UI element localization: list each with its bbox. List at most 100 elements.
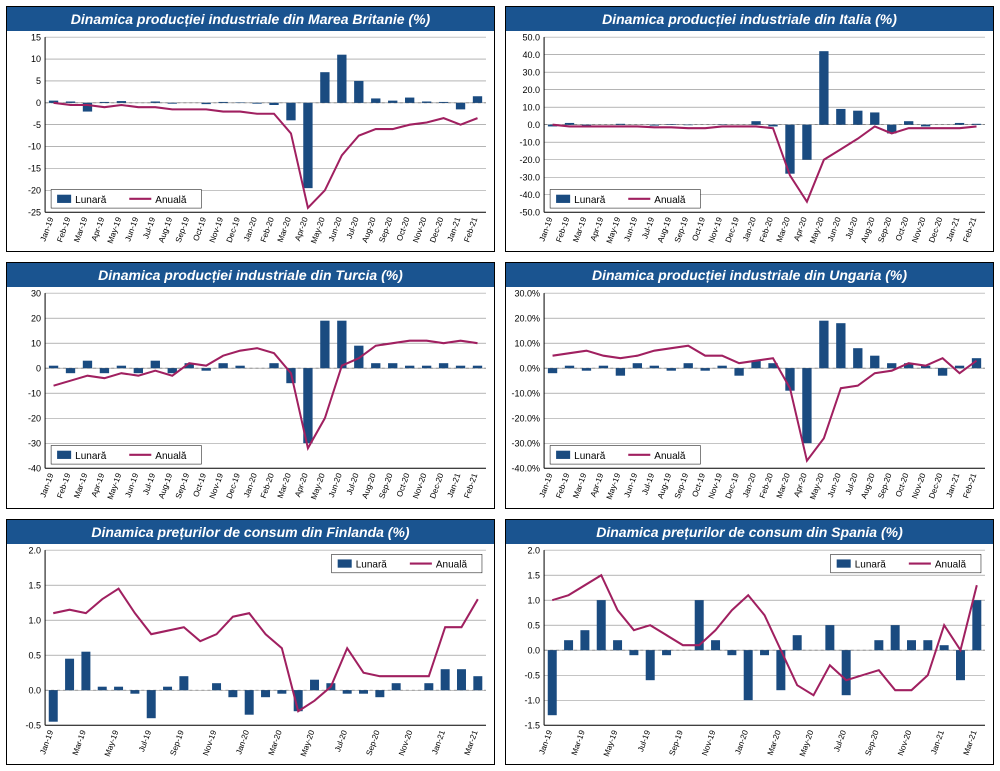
svg-text:Jan-19: Jan-19 <box>38 728 55 755</box>
svg-text:0.0: 0.0 <box>528 120 541 130</box>
svg-text:Jul-19: Jul-19 <box>137 728 153 753</box>
svg-text:Jan-20: Jan-20 <box>242 472 259 499</box>
svg-text:Jun-19: Jun-19 <box>622 472 639 499</box>
chart-body: -1.5-1.0-0.50.00.51.01.52.0Jan-19Mar-19M… <box>506 544 993 764</box>
svg-text:Nov-19: Nov-19 <box>700 728 717 756</box>
svg-text:Feb-21: Feb-21 <box>462 215 479 243</box>
svg-text:May-19: May-19 <box>106 215 124 244</box>
svg-text:-0.5: -0.5 <box>26 720 42 730</box>
svg-text:Dec-19: Dec-19 <box>724 472 741 500</box>
svg-text:-40.0: -40.0 <box>520 190 541 200</box>
panel-spain: Dinamica prețurilor de consum din Spania… <box>505 519 994 765</box>
svg-text:May-19: May-19 <box>106 472 124 501</box>
panel-uk: Dinamica producției industriale din Mare… <box>6 6 495 252</box>
svg-text:-50.0: -50.0 <box>520 207 541 217</box>
svg-text:Jul-20: Jul-20 <box>345 472 361 497</box>
svg-text:Feb-21: Feb-21 <box>961 472 978 500</box>
svg-text:Jul-19: Jul-19 <box>141 215 157 240</box>
svg-text:15: 15 <box>31 32 41 42</box>
svg-text:Anuală: Anuală <box>654 195 686 206</box>
svg-text:-10.0: -10.0 <box>520 137 541 147</box>
svg-text:Anuală: Anuală <box>155 195 187 206</box>
svg-text:50.0: 50.0 <box>523 32 541 42</box>
svg-text:Jan-21: Jan-21 <box>945 215 962 242</box>
svg-text:Mar-19: Mar-19 <box>72 215 89 243</box>
svg-text:Dec-20: Dec-20 <box>428 472 445 500</box>
svg-text:Jul-20: Jul-20 <box>844 472 860 497</box>
svg-text:Nov-20: Nov-20 <box>910 216 927 244</box>
svg-text:Apr-20: Apr-20 <box>792 472 809 499</box>
svg-text:Mar-21: Mar-21 <box>463 728 480 756</box>
svg-text:Feb-19: Feb-19 <box>55 472 72 500</box>
svg-text:Aug-20: Aug-20 <box>859 472 876 500</box>
svg-text:May-20: May-20 <box>309 215 327 244</box>
svg-text:Jan-19: Jan-19 <box>537 728 554 755</box>
svg-text:Sep-19: Sep-19 <box>668 728 685 756</box>
svg-text:Aug-20: Aug-20 <box>360 215 377 243</box>
svg-text:Dec-19: Dec-19 <box>225 472 242 500</box>
svg-text:30.0%: 30.0% <box>515 288 541 298</box>
svg-text:Mar-19: Mar-19 <box>570 728 587 756</box>
svg-text:Nov-19: Nov-19 <box>201 728 218 756</box>
svg-text:Feb-19: Feb-19 <box>55 215 72 243</box>
svg-text:Mar-20: Mar-20 <box>267 728 284 756</box>
svg-text:Jun-20: Jun-20 <box>826 215 843 242</box>
svg-text:Jan-19: Jan-19 <box>538 215 555 242</box>
svg-text:Aug-20: Aug-20 <box>859 215 876 243</box>
svg-text:Aug-19: Aug-19 <box>157 215 174 243</box>
svg-text:-1.5: -1.5 <box>525 720 541 730</box>
svg-text:Jan-20: Jan-20 <box>234 728 251 755</box>
charts-grid: Dinamica producției industriale din Mare… <box>0 0 1000 771</box>
svg-text:10.0: 10.0 <box>523 102 541 112</box>
svg-text:Dec-20: Dec-20 <box>428 216 445 244</box>
svg-text:Feb-21: Feb-21 <box>961 215 978 243</box>
svg-text:Aug-20: Aug-20 <box>360 472 377 500</box>
panel-title: Dinamica producției industriale din Turc… <box>7 263 494 287</box>
svg-text:-15: -15 <box>28 163 41 173</box>
svg-text:Sep-20: Sep-20 <box>876 215 893 243</box>
svg-text:May-20: May-20 <box>808 472 826 501</box>
svg-text:Sep-20: Sep-20 <box>377 472 394 500</box>
svg-text:20.0%: 20.0% <box>515 313 541 323</box>
svg-text:Jun-20: Jun-20 <box>327 215 344 242</box>
svg-text:Feb-20: Feb-20 <box>758 215 775 243</box>
chart-body: -40.0%-30.0%-20.0%-10.0%0.0%10.0%20.0%30… <box>506 287 993 507</box>
svg-text:Anuală: Anuală <box>436 559 468 570</box>
svg-text:Oct-19: Oct-19 <box>690 472 707 499</box>
chart-body: -0.50.00.51.01.52.0Jan-19Mar-19May-19Jul… <box>7 544 494 764</box>
svg-text:Mar-19: Mar-19 <box>72 472 89 500</box>
svg-text:10: 10 <box>31 338 41 348</box>
panel-title: Dinamica prețurilor de consum din Spania… <box>506 520 993 544</box>
svg-text:Sep-19: Sep-19 <box>169 728 186 756</box>
svg-text:-5: -5 <box>33 120 41 130</box>
svg-text:Lunară: Lunară <box>356 559 388 570</box>
svg-text:Jan-21: Jan-21 <box>446 472 463 499</box>
svg-text:Jul-20: Jul-20 <box>844 215 860 240</box>
svg-text:Sep-19: Sep-19 <box>174 215 191 243</box>
svg-text:Mar-19: Mar-19 <box>571 215 588 243</box>
svg-text:Nov-20: Nov-20 <box>397 728 414 756</box>
svg-text:Jun-20: Jun-20 <box>327 472 344 499</box>
svg-text:May-19: May-19 <box>605 215 623 244</box>
svg-text:30: 30 <box>31 288 41 298</box>
svg-text:-40.0%: -40.0% <box>512 464 541 474</box>
svg-text:0.0: 0.0 <box>528 645 541 655</box>
svg-text:Jun-19: Jun-19 <box>123 472 140 499</box>
svg-text:-30.0%: -30.0% <box>512 439 541 449</box>
svg-text:Jan-19: Jan-19 <box>39 215 56 242</box>
svg-text:Lunară: Lunară <box>75 195 107 206</box>
svg-text:0.0%: 0.0% <box>520 363 541 373</box>
svg-text:May-20: May-20 <box>309 472 327 501</box>
svg-text:Nov-19: Nov-19 <box>707 216 724 244</box>
svg-text:1.0: 1.0 <box>528 595 541 605</box>
svg-text:Aug-19: Aug-19 <box>157 472 174 500</box>
svg-text:-20.0: -20.0 <box>520 155 541 165</box>
svg-text:Mar-20: Mar-20 <box>775 472 792 500</box>
svg-text:-30: -30 <box>28 439 41 449</box>
panel-italy: Dinamica producției industriale din Ital… <box>505 6 994 252</box>
svg-text:-20: -20 <box>28 185 41 195</box>
panel-title: Dinamica producției industriale din Ital… <box>506 7 993 31</box>
svg-text:Nov-20: Nov-20 <box>411 216 428 244</box>
svg-text:Jul-19: Jul-19 <box>141 472 157 497</box>
svg-text:Mar-19: Mar-19 <box>71 728 88 756</box>
